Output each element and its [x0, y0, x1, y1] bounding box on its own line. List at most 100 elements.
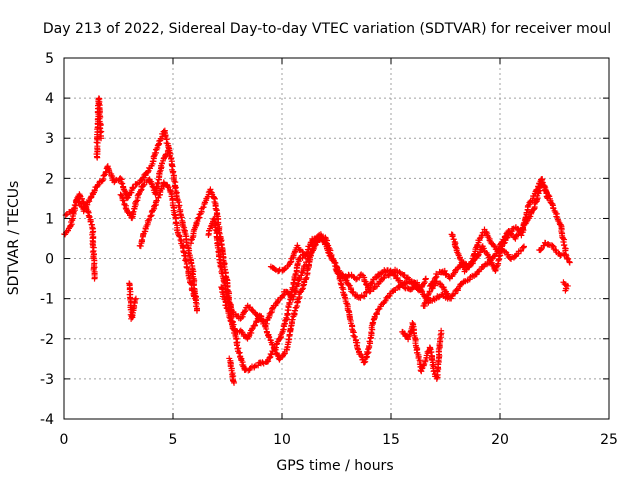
- data-point: [267, 309, 274, 316]
- data-point: [422, 275, 429, 282]
- chart-title: Day 213 of 2022, Sidereal Day-to-day VTE…: [43, 21, 611, 37]
- x-tick-label: 20: [491, 432, 509, 448]
- data-point: [151, 152, 158, 159]
- data-point: [412, 279, 419, 286]
- data-point: [271, 265, 278, 272]
- data-point: [435, 345, 442, 352]
- data-point: [385, 272, 392, 279]
- data-point: [369, 279, 376, 286]
- data-point: [545, 241, 552, 248]
- y-tick-label: -4: [40, 412, 54, 428]
- data-point: [131, 302, 138, 309]
- data-point: [538, 246, 545, 253]
- data-point: [440, 284, 447, 291]
- data-point: [211, 198, 218, 205]
- data-point: [207, 186, 214, 193]
- data-point: [544, 194, 551, 201]
- y-tick-label: -3: [40, 372, 54, 388]
- data-point: [268, 351, 275, 358]
- data-point: [419, 288, 426, 295]
- data-point: [130, 208, 137, 215]
- data-point: [365, 346, 372, 353]
- data-point: [265, 358, 272, 365]
- data-point: [299, 286, 306, 293]
- data-point: [91, 275, 98, 282]
- data-point: [193, 307, 200, 314]
- grid-lines: [64, 58, 609, 419]
- data-point: [144, 169, 151, 176]
- data-point: [561, 241, 568, 248]
- y-tick-label: -1: [40, 292, 54, 308]
- data-point: [132, 296, 139, 303]
- data-point: [520, 243, 527, 250]
- data-point: [544, 195, 551, 202]
- data-point: [139, 183, 146, 190]
- axis-ticks: [63, 57, 610, 420]
- data-point: [218, 270, 225, 277]
- data-point: [418, 287, 425, 294]
- data-point: [452, 244, 459, 251]
- y-axis-label: SDTVAR / TECUs: [6, 181, 22, 296]
- data-point: [139, 236, 146, 243]
- data-point: [303, 274, 310, 281]
- data-point: [378, 270, 385, 277]
- data-point: [176, 233, 183, 240]
- data-point: [269, 341, 276, 348]
- data-point: [169, 169, 176, 176]
- data-point: [300, 251, 307, 258]
- data-point: [266, 334, 273, 341]
- data-point: [221, 278, 228, 285]
- data-point: [80, 200, 87, 207]
- data-point: [189, 287, 196, 294]
- data-point: [345, 281, 352, 288]
- data-point: [272, 346, 279, 353]
- data-point: [456, 255, 463, 262]
- y-tick-label: 2: [45, 171, 54, 187]
- data-point: [373, 274, 380, 281]
- x-tick-labels: 0 5 10 15 20 25: [60, 432, 618, 448]
- data-point: [263, 358, 270, 365]
- data-point: [308, 248, 315, 255]
- data-point: [164, 182, 171, 189]
- data-point: [561, 281, 568, 288]
- data-point: [445, 294, 452, 301]
- data-point: [424, 292, 431, 299]
- data-point: [94, 183, 101, 190]
- data-points: [61, 95, 573, 386]
- x-tick-label: 10: [273, 432, 291, 448]
- data-point: [154, 179, 161, 186]
- data-point: [78, 195, 85, 202]
- data-point: [562, 287, 569, 294]
- data-point: [361, 359, 368, 366]
- data-point: [553, 213, 560, 220]
- data-point: [281, 266, 288, 273]
- data-point: [549, 242, 556, 249]
- data-point: [353, 276, 360, 283]
- data-point: [187, 280, 194, 287]
- data-point: [171, 177, 178, 184]
- data-point: [252, 322, 259, 329]
- data-point: [172, 214, 179, 221]
- data-point: [231, 379, 238, 386]
- data-point: [343, 300, 350, 307]
- data-point: [351, 333, 358, 340]
- data-point: [370, 319, 377, 326]
- data-point: [122, 190, 129, 197]
- x-tick-label: 25: [600, 432, 618, 448]
- data-point: [566, 259, 573, 266]
- data-point: [377, 275, 384, 282]
- data-point: [373, 310, 380, 317]
- data-point: [284, 289, 291, 296]
- x-axis-label: GPS time / hours: [276, 458, 393, 474]
- y-tick-label: 3: [45, 131, 54, 147]
- data-point: [363, 289, 370, 296]
- data-point: [175, 204, 182, 211]
- data-point: [289, 316, 296, 323]
- plot-frame: [63, 57, 610, 420]
- data-point: [133, 198, 140, 205]
- data-point: [184, 264, 191, 271]
- data-point: [523, 209, 530, 216]
- data-point: [291, 307, 298, 314]
- data-point: [527, 213, 534, 220]
- data-point: [542, 187, 549, 194]
